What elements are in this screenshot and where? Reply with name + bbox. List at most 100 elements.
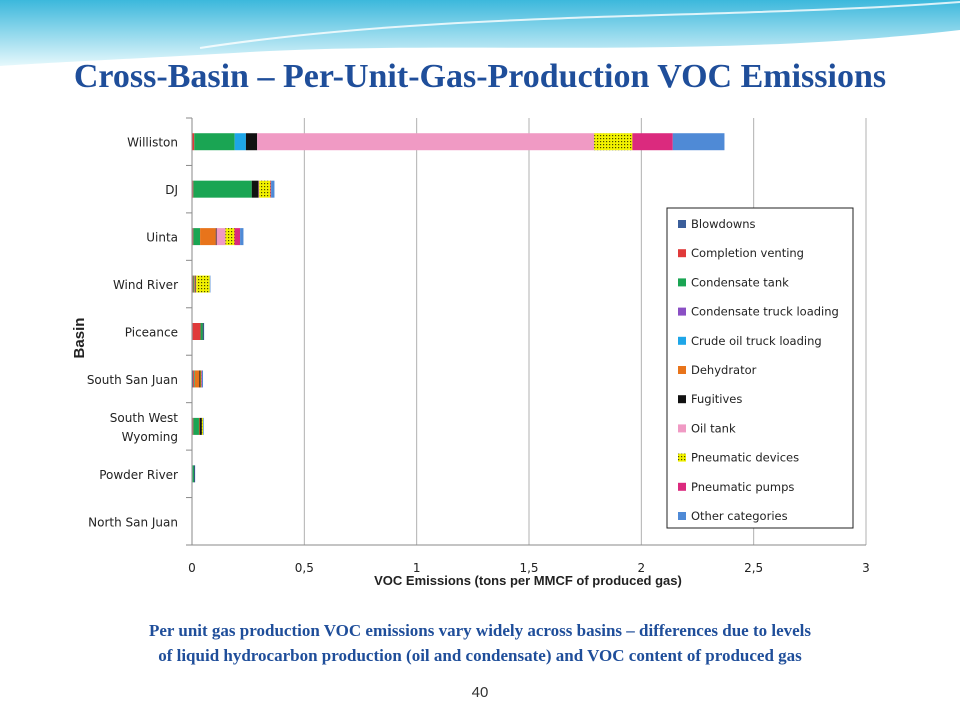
category-label-uinta: Uinta <box>146 231 178 245</box>
bar-uinta-dehydrator <box>200 228 216 246</box>
x-tick-label: 3 <box>862 561 870 575</box>
legend-swatch-completion-venting <box>678 249 686 258</box>
legend-swatch-oil-tank <box>678 424 686 433</box>
legend-label-pneumatic-devices: Pneumatic devices <box>691 451 799 465</box>
category-label-south-san-juan: South San Juan <box>87 373 178 387</box>
legend-label-blowdowns: Blowdowns <box>691 217 756 231</box>
x-tick-label: 0 <box>188 561 196 575</box>
bar-williston-completion-venting <box>192 133 195 151</box>
page-number: 40 <box>471 684 489 701</box>
legend-swatch-fugitives <box>678 395 686 404</box>
bar-dj-completion-venting <box>192 180 194 198</box>
x-tick-label: 1 <box>413 561 421 575</box>
bar-wind-river-dehydrator <box>194 275 195 293</box>
chart-bars <box>192 133 725 483</box>
bar-wind-river-completion-venting <box>192 275 194 293</box>
bar-south-san-juan-other-categories <box>201 370 204 388</box>
bar-wind-river-pneumatic-devices <box>196 275 210 293</box>
x-tick-label: 2,5 <box>744 561 763 575</box>
legend-label-completion-venting: Completion venting <box>691 246 804 260</box>
legend-label-crude-oil-truck-loading: Crude oil truck loading <box>691 334 822 348</box>
caption-line-1: Per unit gas production VOC emissions va… <box>148 621 812 640</box>
bar-south-san-juan-blowdowns <box>192 370 194 388</box>
category-label-powder-river: Powder River <box>99 468 178 482</box>
stacked-bar-chart: 0 0,5 1 1,5 2 2,5 3 Williston DJ Uinta Wind River P… <box>71 117 870 588</box>
bar-powder-river-other-categories <box>194 465 196 483</box>
bar-south-west-wyoming-completion-venting <box>192 417 194 435</box>
decorative-wave-banner <box>0 0 960 66</box>
bar-uinta-pneumatic-pumps <box>234 228 241 246</box>
x-axis-label: VOC Emissions (tons per MMCF of produced… <box>374 573 682 588</box>
category-label-williston: Williston <box>127 136 178 150</box>
bar-wind-river-fugitives <box>194 275 196 293</box>
legend-label-condensate-tank: Condensate tank <box>691 275 789 289</box>
bar-south-west-wyoming-other-categories <box>203 417 204 435</box>
legend-swatch-dehydrator <box>678 366 686 374</box>
bar-williston-pneumatic-pumps <box>632 133 673 151</box>
legend-label-condensate-truck-loading: Condensate truck loading <box>691 305 839 319</box>
chart-legend: Blowdowns Completion venting Condensate ta… <box>666 207 854 529</box>
bar-williston-crude-oil-truck-loading <box>234 133 246 151</box>
legend-label-dehydrator: Dehydrator <box>691 363 757 377</box>
bar-dj-fugitives <box>251 180 259 198</box>
bar-south-san-juan-fugitives <box>199 370 201 388</box>
bar-piceance-other-categories <box>203 323 205 340</box>
legend-swatch-condensate-truck-loading <box>678 307 686 316</box>
bar-piceance-fugitives <box>202 323 204 340</box>
bar-williston-other-categories <box>672 133 725 151</box>
x-tick-label: 0,5 <box>295 561 314 575</box>
bar-williston-fugitives <box>245 133 258 151</box>
caption-line-2: of liquid hydrocarbon production (oil an… <box>158 646 802 665</box>
category-label-wind-river: Wind River <box>113 278 178 292</box>
bar-south-west-wyoming-pneumatic-devices <box>201 417 204 435</box>
bar-south-west-wyoming-condensate-tank <box>193 417 199 435</box>
category-label-piceance: Piceance <box>125 326 178 340</box>
legend-swatch-pneumatic-pumps <box>678 482 686 491</box>
banner-wave-shape <box>0 0 960 66</box>
legend-swatch-pneumatic-devices <box>678 453 686 462</box>
legend-box <box>666 207 854 529</box>
bar-uinta-other-categories <box>240 228 244 246</box>
bar-south-san-juan-completion-venting <box>193 370 195 388</box>
bar-williston-pneumatic-devices <box>594 133 633 151</box>
bar-dj-other-categories <box>271 180 275 198</box>
bar-south-san-juan-dehydrator <box>194 370 200 388</box>
legend-label-fugitives: Fugitives <box>691 392 742 406</box>
bar-dj-condensate-tank <box>193 180 252 198</box>
chart-axes: 0 0,5 1 1,5 2 2,5 3 Williston DJ Uinta Wind River P… <box>87 117 870 575</box>
bar-wind-river-oil-tank <box>195 275 197 293</box>
legend-swatch-condensate-tank <box>678 278 686 287</box>
bar-williston-condensate-tank <box>194 133 235 151</box>
bar-south-west-wyoming-dehydrator <box>198 417 200 435</box>
bar-uinta-condensate-tank <box>193 228 201 246</box>
category-label-south-west-wyoming: South West Wyoming <box>110 411 178 444</box>
bar-piceance-completion-venting <box>192 323 201 340</box>
bar-uinta-fugitives <box>215 228 217 246</box>
legend-swatch-blowdowns <box>678 220 686 228</box>
bar-south-san-juan-pneumatic-pumps <box>201 370 202 388</box>
x-tick-label: 2 <box>638 561 646 575</box>
bar-dj-pneumatic-pumps <box>270 180 272 198</box>
category-label-north-san-juan: North San Juan <box>88 515 178 529</box>
legend-label-oil-tank: Oil tank <box>691 421 736 435</box>
bar-dj-pneumatic-devices <box>259 180 271 198</box>
bar-powder-river-fugitives <box>194 465 195 483</box>
legend-swatch-other-categories <box>678 512 686 520</box>
slide-caption: Per unit gas production VOC emissions va… <box>40 618 920 668</box>
bar-south-san-juan-pneumatic-devices <box>200 370 202 388</box>
bar-dj-oil-tank <box>258 180 260 198</box>
bar-piceance-condensate-tank <box>200 323 203 340</box>
bar-uinta-oil-tank <box>216 228 226 246</box>
category-label-dj: DJ <box>165 183 178 197</box>
legend-label-other-categories: Other categories <box>691 509 788 523</box>
bar-south-west-wyoming-fugitives <box>199 417 202 435</box>
banner-wave-highlight <box>199 1 960 49</box>
bar-williston-oil-tank <box>257 133 595 151</box>
bar-uinta-pneumatic-devices <box>225 228 235 246</box>
bar-wind-river-condensate-tank <box>193 275 195 293</box>
y-axis-label: Basin <box>71 318 88 359</box>
x-tick-label: 1,5 <box>519 561 538 575</box>
slide-title: Cross-Basin – Per-Unit-Gas-Production VO… <box>73 58 887 95</box>
legend-label-pneumatic-pumps: Pneumatic pumps <box>691 480 794 494</box>
legend-swatch-crude-oil-truck-loading <box>678 336 686 345</box>
